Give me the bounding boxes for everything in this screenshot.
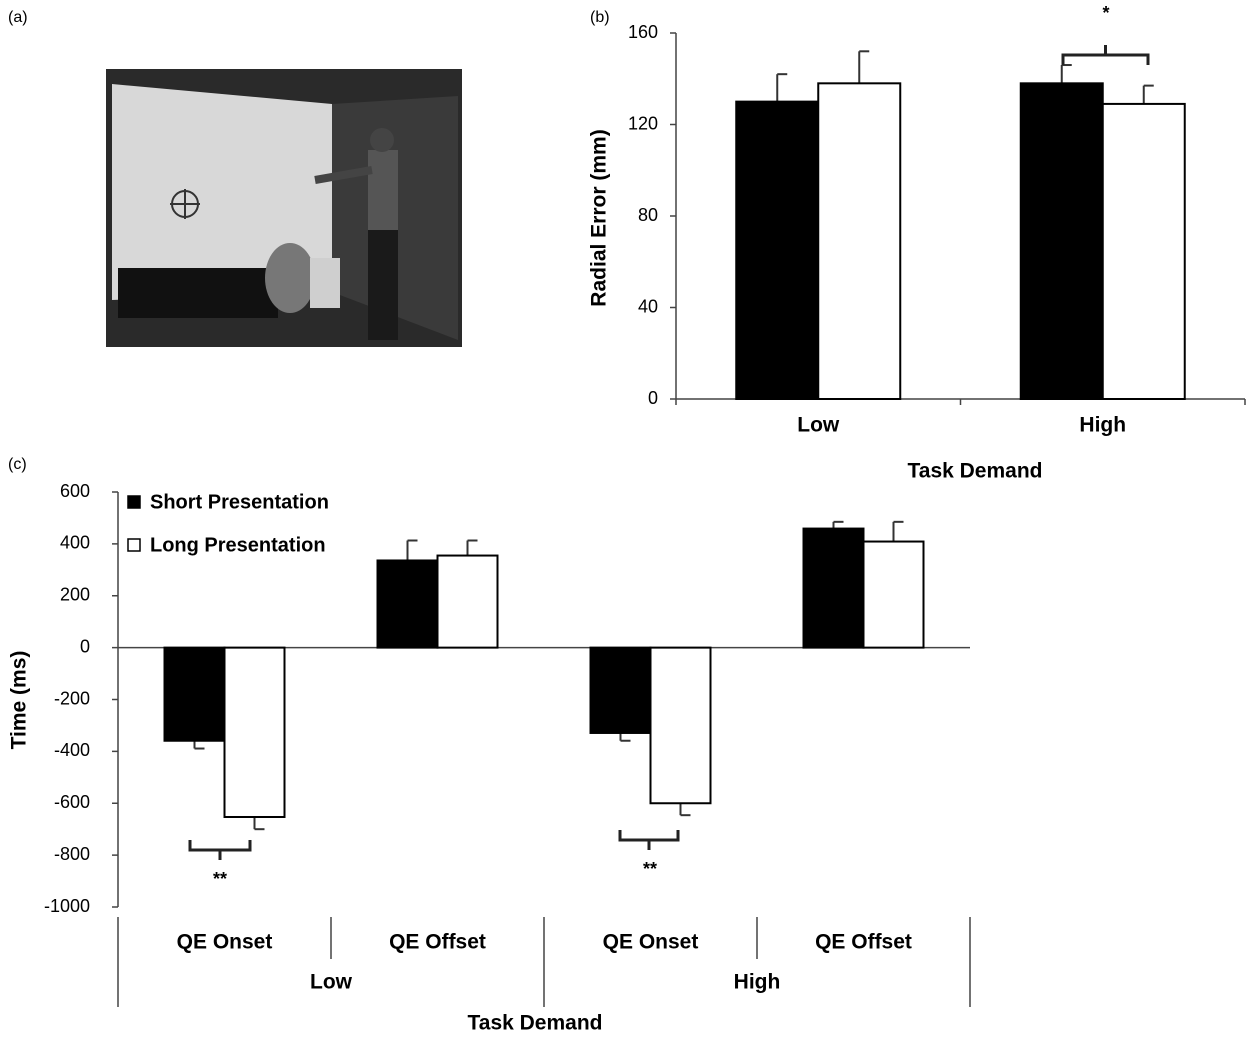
y-axis-label: Radial Error (mm) xyxy=(588,129,611,306)
legend-swatch xyxy=(127,538,141,552)
x-axis-label: Task Demand xyxy=(468,1012,603,1035)
bar xyxy=(817,82,902,400)
bar xyxy=(802,527,865,649)
y-tick-label: 600 xyxy=(60,481,90,501)
bar xyxy=(163,646,226,742)
bar xyxy=(376,559,439,649)
bar xyxy=(862,540,925,649)
y-tick-label: -800 xyxy=(54,844,90,864)
y-tick-label: 0 xyxy=(648,388,658,408)
panel-label: (c) xyxy=(8,456,27,473)
bracket xyxy=(1061,45,1150,65)
x-tick-label: QE Offset xyxy=(815,931,912,954)
bar xyxy=(649,646,712,805)
bracket xyxy=(618,830,680,850)
x-tick-label: High xyxy=(1079,414,1126,437)
y-axis-label: Time (ms) xyxy=(8,651,31,750)
legend-swatch xyxy=(127,495,141,509)
y-tick-label: -1000 xyxy=(44,896,90,916)
y-tick-label: 400 xyxy=(60,533,90,553)
y-tick-label: -400 xyxy=(54,740,90,760)
legend-label: Long Presentation xyxy=(150,534,326,556)
y-tick-label: -200 xyxy=(54,688,90,708)
bar xyxy=(223,646,286,818)
legend-label: Short Presentation xyxy=(150,491,329,513)
y-tick-label: -600 xyxy=(54,792,90,812)
group-label: Low xyxy=(310,971,353,994)
group-label: High xyxy=(734,971,781,994)
x-tick-label: QE Onset xyxy=(603,931,699,954)
y-tick-label: 160 xyxy=(628,22,658,42)
panel-label: (a) xyxy=(8,9,28,26)
photo xyxy=(106,69,462,347)
annotation: * xyxy=(1102,3,1109,23)
x-tick-label: QE Onset xyxy=(177,931,273,954)
bar xyxy=(1019,82,1104,400)
bar xyxy=(436,554,499,649)
y-tick-label: 120 xyxy=(628,113,658,133)
panel-label: (b) xyxy=(590,9,610,26)
x-tick-label: QE Offset xyxy=(389,931,486,954)
bar xyxy=(1101,102,1186,400)
x-axis-label: Task Demand xyxy=(908,460,1043,483)
y-tick-label: 40 xyxy=(638,296,658,316)
y-tick-label: 80 xyxy=(638,205,658,225)
y-tick-label: 0 xyxy=(80,636,90,656)
x-tick-label: Low xyxy=(797,414,840,437)
bracket xyxy=(188,840,252,860)
bar xyxy=(589,646,652,734)
y-tick-label: 200 xyxy=(60,585,90,605)
bar xyxy=(735,100,820,400)
annotation: ** xyxy=(643,859,657,879)
annotation: ** xyxy=(213,869,227,889)
